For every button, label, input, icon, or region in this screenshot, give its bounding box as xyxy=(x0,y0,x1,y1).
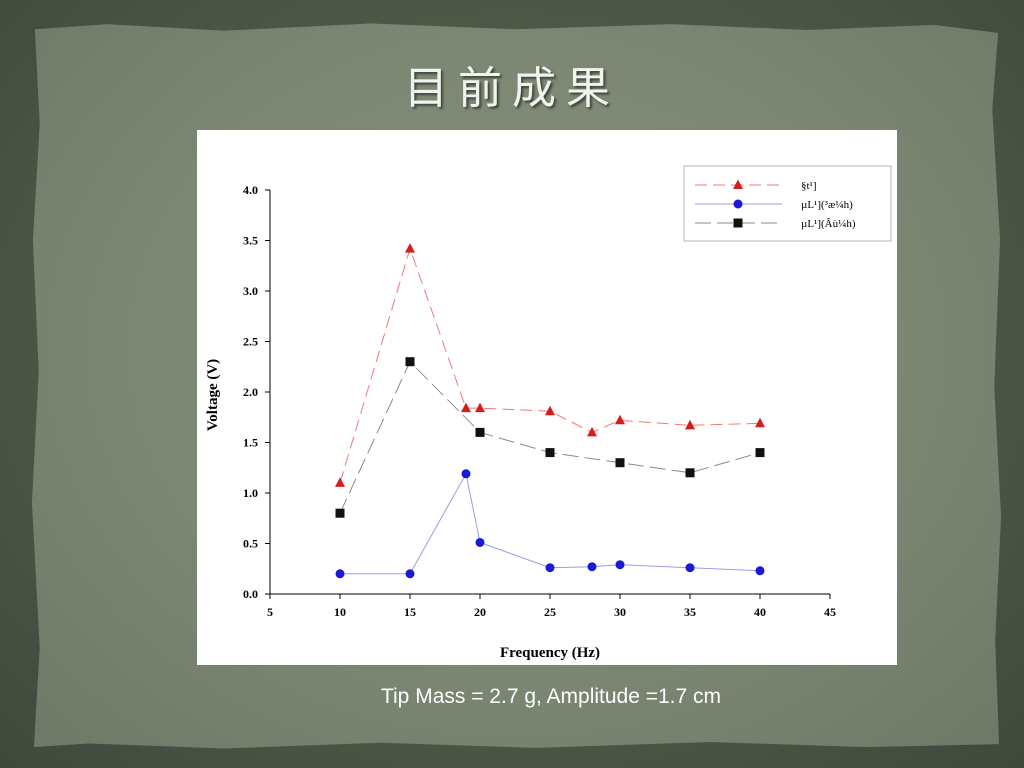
series-1-point xyxy=(335,477,345,487)
y-tick-label: 2.0 xyxy=(243,385,258,399)
series-3-point xyxy=(545,448,555,458)
series-2-point xyxy=(587,562,597,572)
series-1-line xyxy=(339,246,761,484)
legend-label-2: µL¹](³æ¼h) xyxy=(801,199,853,211)
series-1-point xyxy=(461,402,471,413)
series-1-point xyxy=(545,405,555,416)
y-tick-label: 3.5 xyxy=(243,234,258,248)
series-3-line xyxy=(339,360,761,514)
line-chart: 0.0 0.5 1.0 1.5 2.0 2.5 3.0 3.5 4.0 5 10 15 20 25 30 35… xyxy=(205,165,892,661)
slide-caption: Tip Mass = 2.7 g, Amplitude =1.7 cm xyxy=(380,685,722,708)
legend-marker-3 xyxy=(733,218,743,228)
y-tick-label: 0.5 xyxy=(243,537,258,551)
x-tick-label: 45 xyxy=(824,605,836,619)
series-1-point xyxy=(405,243,415,253)
series-2-line xyxy=(340,472,761,575)
x-tick-label: 20 xyxy=(474,605,486,619)
slide-title: 目前成果 xyxy=(404,63,620,114)
x-tick-label: 35 xyxy=(684,605,696,619)
series-1-point xyxy=(615,414,625,425)
series-1-point xyxy=(755,417,765,428)
series-3-point xyxy=(755,448,765,458)
series-2-point xyxy=(685,563,695,573)
legend-marker-1 xyxy=(733,179,743,189)
y-tick-label: 1.0 xyxy=(243,486,258,500)
legend-marker-2 xyxy=(733,199,743,209)
x-tick-label: 10 xyxy=(334,605,346,619)
series-2-point xyxy=(335,569,345,579)
chart-panel: 0.0 0.5 1.0 1.5 2.0 2.5 3.0 3.5 4.0 5 10 15 20 25 30 35… xyxy=(197,130,897,665)
x-tick-label: 15 xyxy=(404,605,416,619)
series-1-point xyxy=(587,426,597,437)
y-tick-label: 4.0 xyxy=(243,183,258,197)
series-3-point xyxy=(615,458,625,468)
legend-label-1: §t¹] xyxy=(801,180,817,192)
legend-label-3: µL¹](Âù¼h) xyxy=(801,218,856,230)
series-2-point xyxy=(755,566,765,576)
series-3-point xyxy=(685,468,695,478)
series-1-point xyxy=(475,402,485,413)
series-3-point xyxy=(335,508,345,518)
y-tick-label: 3.0 xyxy=(243,284,258,298)
x-tick-label: 40 xyxy=(754,605,766,619)
y-tick-label: 0.0 xyxy=(243,587,258,601)
x-tick-label: 30 xyxy=(614,605,626,619)
x-tick-label: 5 xyxy=(267,605,273,619)
x-tick-label: 25 xyxy=(544,605,556,619)
series-2-point xyxy=(545,563,555,573)
series-1-point xyxy=(685,419,695,430)
y-axis-label: Voltage (V) xyxy=(205,359,221,431)
y-tick-label: 1.5 xyxy=(243,436,258,450)
series-2-point xyxy=(475,537,485,547)
series-2-point xyxy=(405,569,415,579)
series-2-point xyxy=(461,469,471,479)
y-tick-label: 2.5 xyxy=(243,335,258,349)
x-axis-label: Frequency (Hz) xyxy=(500,645,600,661)
series-2-point xyxy=(615,560,625,570)
series-3-point xyxy=(475,427,485,437)
series-3-point xyxy=(405,357,415,367)
